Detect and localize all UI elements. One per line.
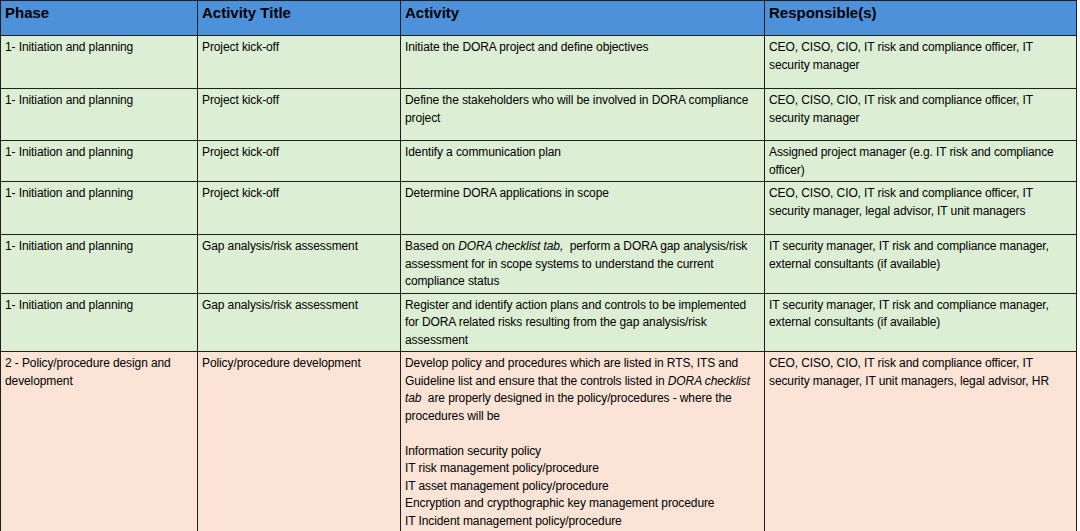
cell-activity-title[interactable]: Project kick-off	[198, 182, 401, 235]
table-row: 2 - Policy/procedure design and developm…	[1, 352, 1077, 531]
cell-activity-title[interactable]: Project kick-off	[198, 141, 401, 182]
cell-responsible[interactable]: Assigned project manager (e.g. IT risk a…	[765, 141, 1077, 182]
spreadsheet-view: PhaseActivity TitleActivityResponsible(s…	[0, 0, 1080, 531]
cell-responsible[interactable]: IT security manager, IT risk and complia…	[765, 293, 1077, 352]
activity-text-italic: DORA checklist tab,	[458, 239, 563, 253]
table-row: 1- Initiation and planningProject kick-o…	[1, 182, 1077, 235]
table-row: 1- Initiation and planningGap analysis/r…	[1, 293, 1077, 352]
cell-phase[interactable]: 1- Initiation and planning	[1, 235, 198, 294]
cell-phase[interactable]: 1- Initiation and planning	[1, 89, 198, 141]
cell-phase[interactable]: 1- Initiation and planning	[1, 293, 198, 352]
activity-text: Based on	[405, 239, 458, 253]
cell-phase[interactable]: 1- Initiation and planning	[1, 182, 198, 235]
cell-phase[interactable]: 1- Initiation and planning	[1, 141, 198, 182]
cell-activity[interactable]: Initiate the DORA project and define obj…	[401, 36, 765, 89]
cell-activity[interactable]: Register and identify action plans and c…	[401, 293, 765, 352]
column-header-phase[interactable]: Phase	[1, 1, 198, 36]
cell-activity-title[interactable]: Project kick-off	[198, 89, 401, 141]
table-row: 1- Initiation and planningProject kick-o…	[1, 141, 1077, 182]
cell-responsible[interactable]: CEO, CISO, CIO, IT risk and compliance o…	[765, 89, 1077, 141]
cell-activity-title[interactable]: Gap analysis/risk assessment	[198, 235, 401, 294]
cell-activity[interactable]: Determine DORA applications in scope	[401, 182, 765, 235]
column-header-activity[interactable]: Activity	[401, 1, 765, 36]
cell-activity[interactable]: Identify a communication plan	[401, 141, 765, 182]
cell-activity-title[interactable]: Policy/procedure development	[198, 352, 401, 531]
column-header-activity-title[interactable]: Activity Title	[198, 1, 401, 36]
table-row: 1- Initiation and planningGap analysis/r…	[1, 235, 1077, 294]
cell-activity[interactable]: Define the stakeholders who will be invo…	[401, 89, 765, 141]
header-row: PhaseActivity TitleActivityResponsible(s…	[1, 1, 1077, 36]
column-header-responsible[interactable]: Responsible(s)	[765, 1, 1077, 36]
cell-phase[interactable]: 1- Initiation and planning	[1, 36, 198, 89]
cell-responsible[interactable]: CEO, CISO, CIO, IT risk and compliance o…	[765, 182, 1077, 235]
cell-activity-title[interactable]: Project kick-off	[198, 36, 401, 89]
cell-phase[interactable]: 2 - Policy/procedure design and developm…	[1, 352, 198, 531]
cell-activity[interactable]: Based on DORA checklist tab, perform a D…	[401, 235, 765, 294]
activity-text: are properly designed in the policy/proc…	[405, 391, 735, 531]
cell-responsible[interactable]: IT security manager, IT risk and complia…	[765, 235, 1077, 294]
table-row: 1- Initiation and planningProject kick-o…	[1, 36, 1077, 89]
cell-responsible[interactable]: CEO, CISO, CIO, IT risk and compliance o…	[765, 352, 1077, 531]
table-body: 1- Initiation and planningProject kick-o…	[1, 36, 1077, 531]
table-header: PhaseActivity TitleActivityResponsible(s…	[1, 1, 1077, 36]
table-row: 1- Initiation and planningProject kick-o…	[1, 89, 1077, 141]
cell-activity[interactable]: Develop policy and procedures which are …	[401, 352, 765, 531]
cell-activity-title[interactable]: Gap analysis/risk assessment	[198, 293, 401, 352]
cell-responsible[interactable]: CEO, CISO, CIO, IT risk and compliance o…	[765, 36, 1077, 89]
dora-project-plan-table: PhaseActivity TitleActivityResponsible(s…	[0, 0, 1077, 531]
